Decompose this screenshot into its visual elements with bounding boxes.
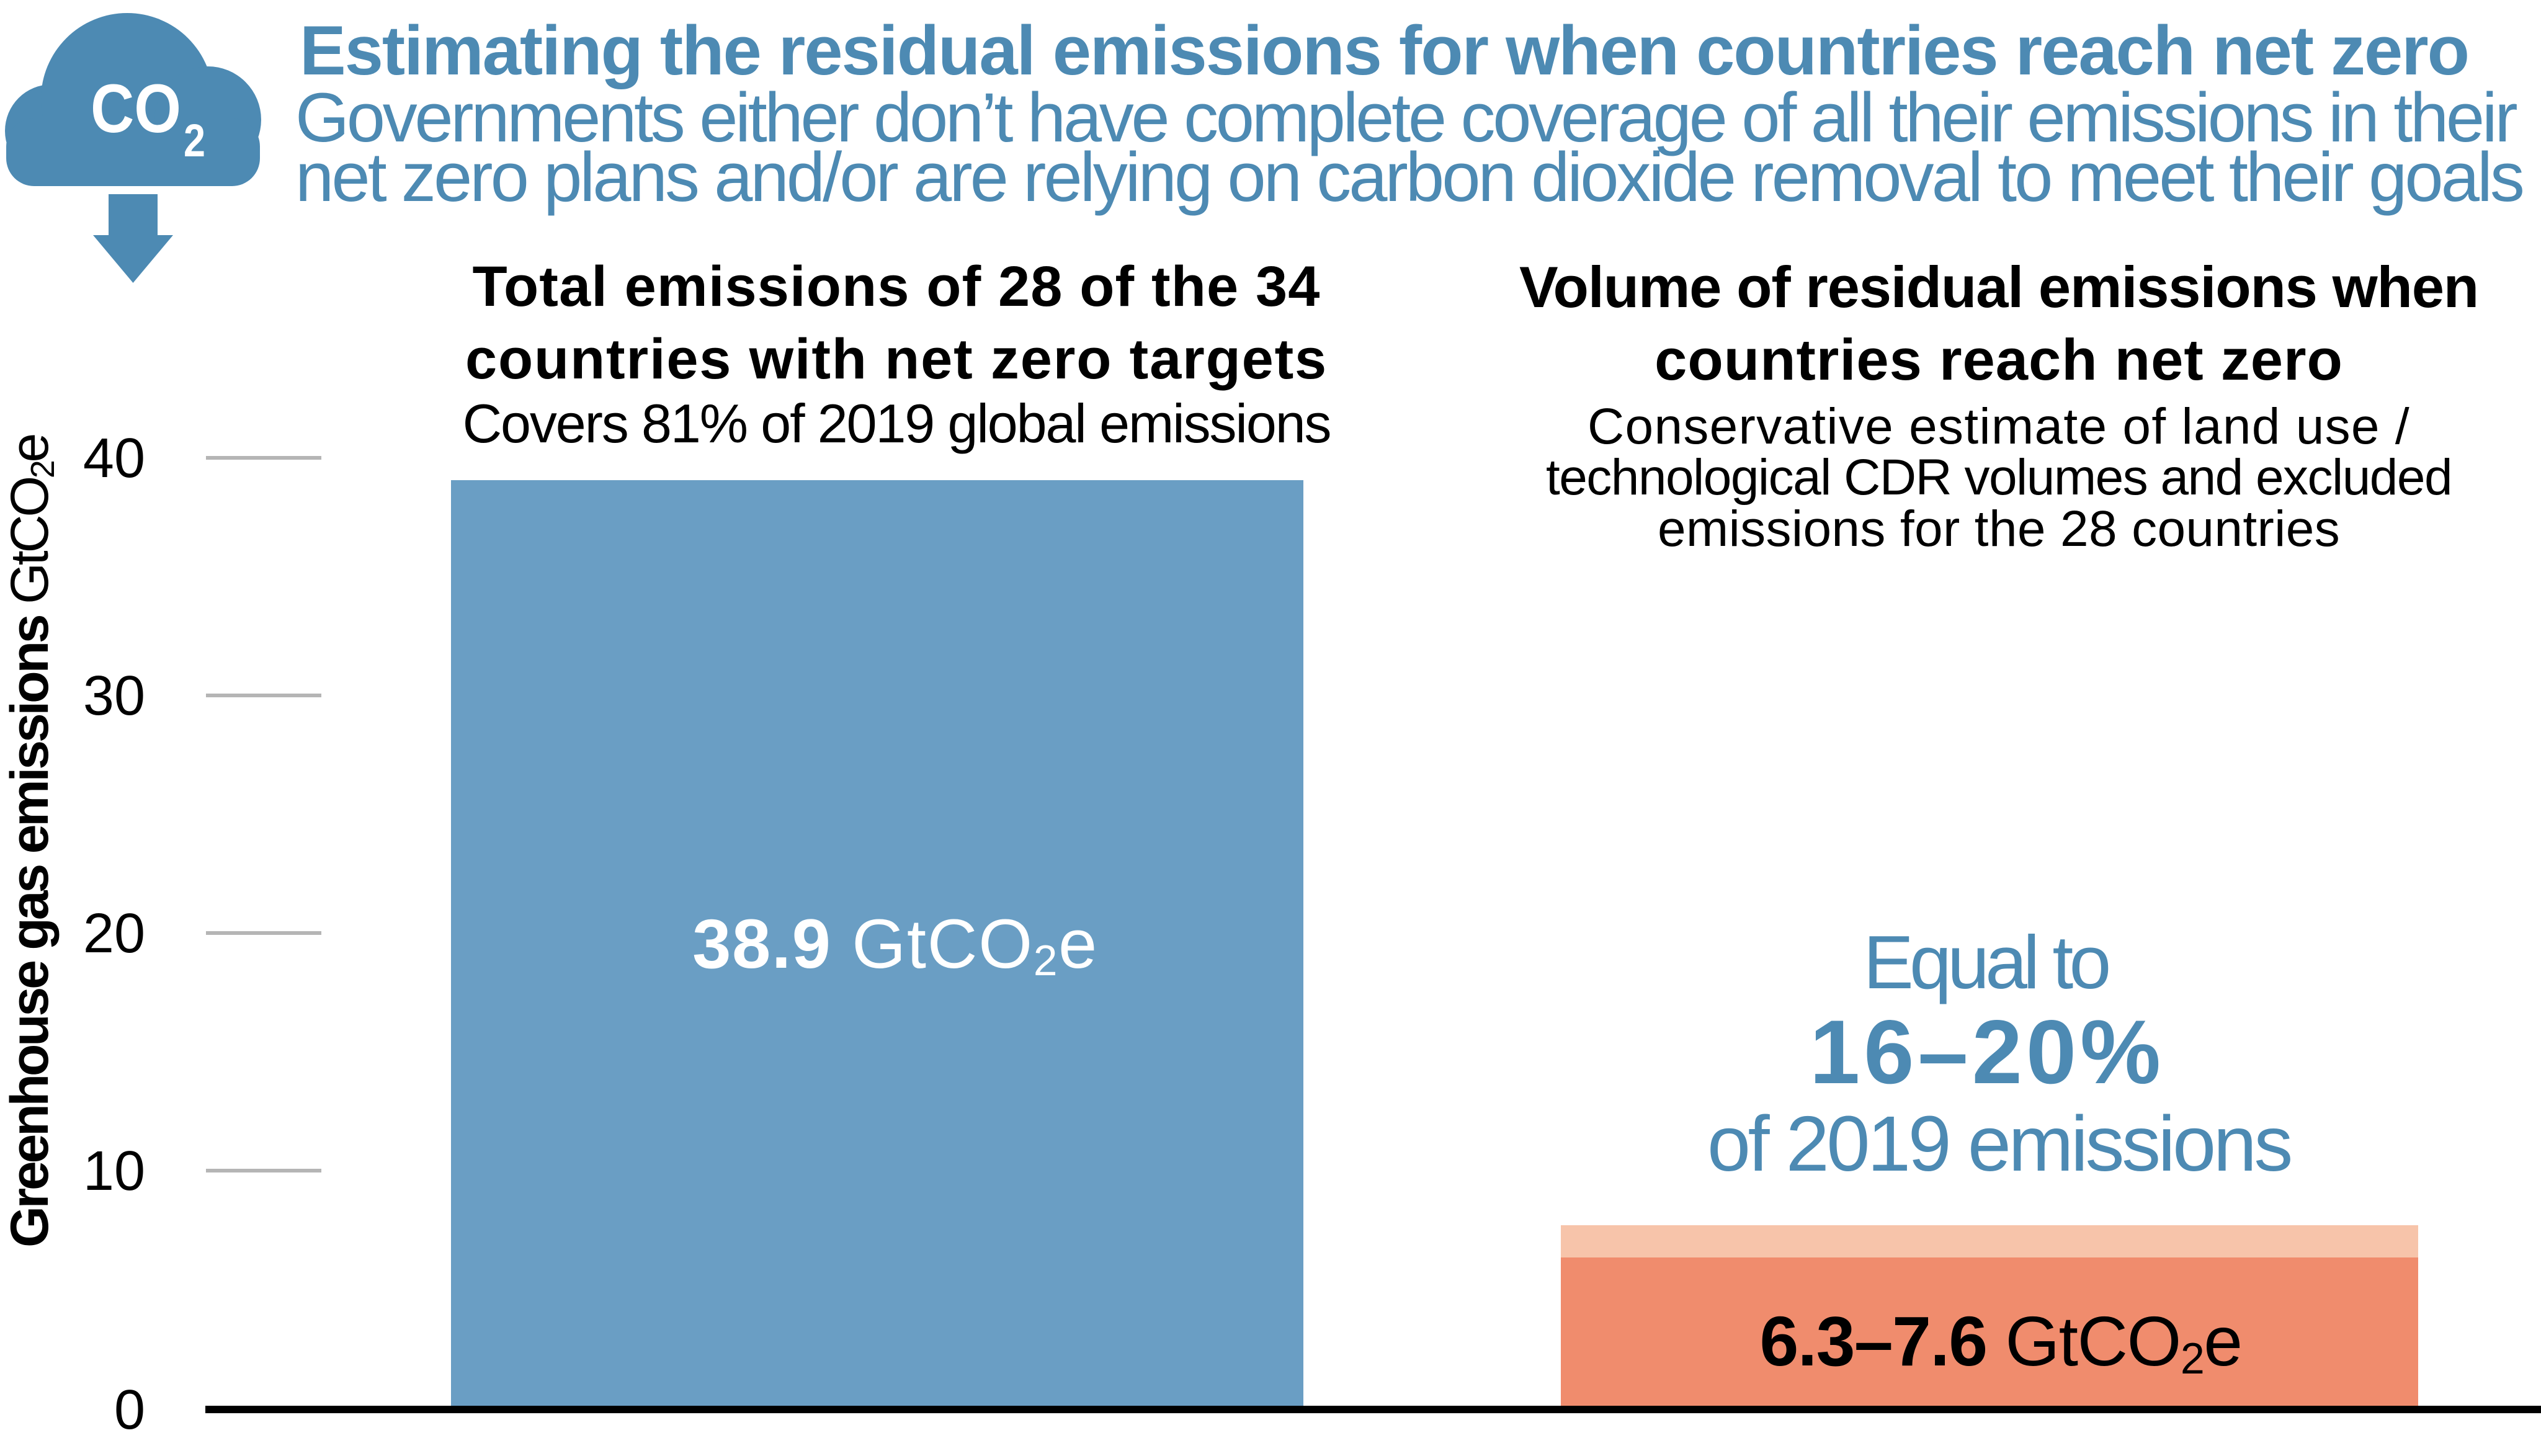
svg-text:2: 2 [184, 115, 205, 166]
svg-text:CO: CO [91, 71, 181, 147]
